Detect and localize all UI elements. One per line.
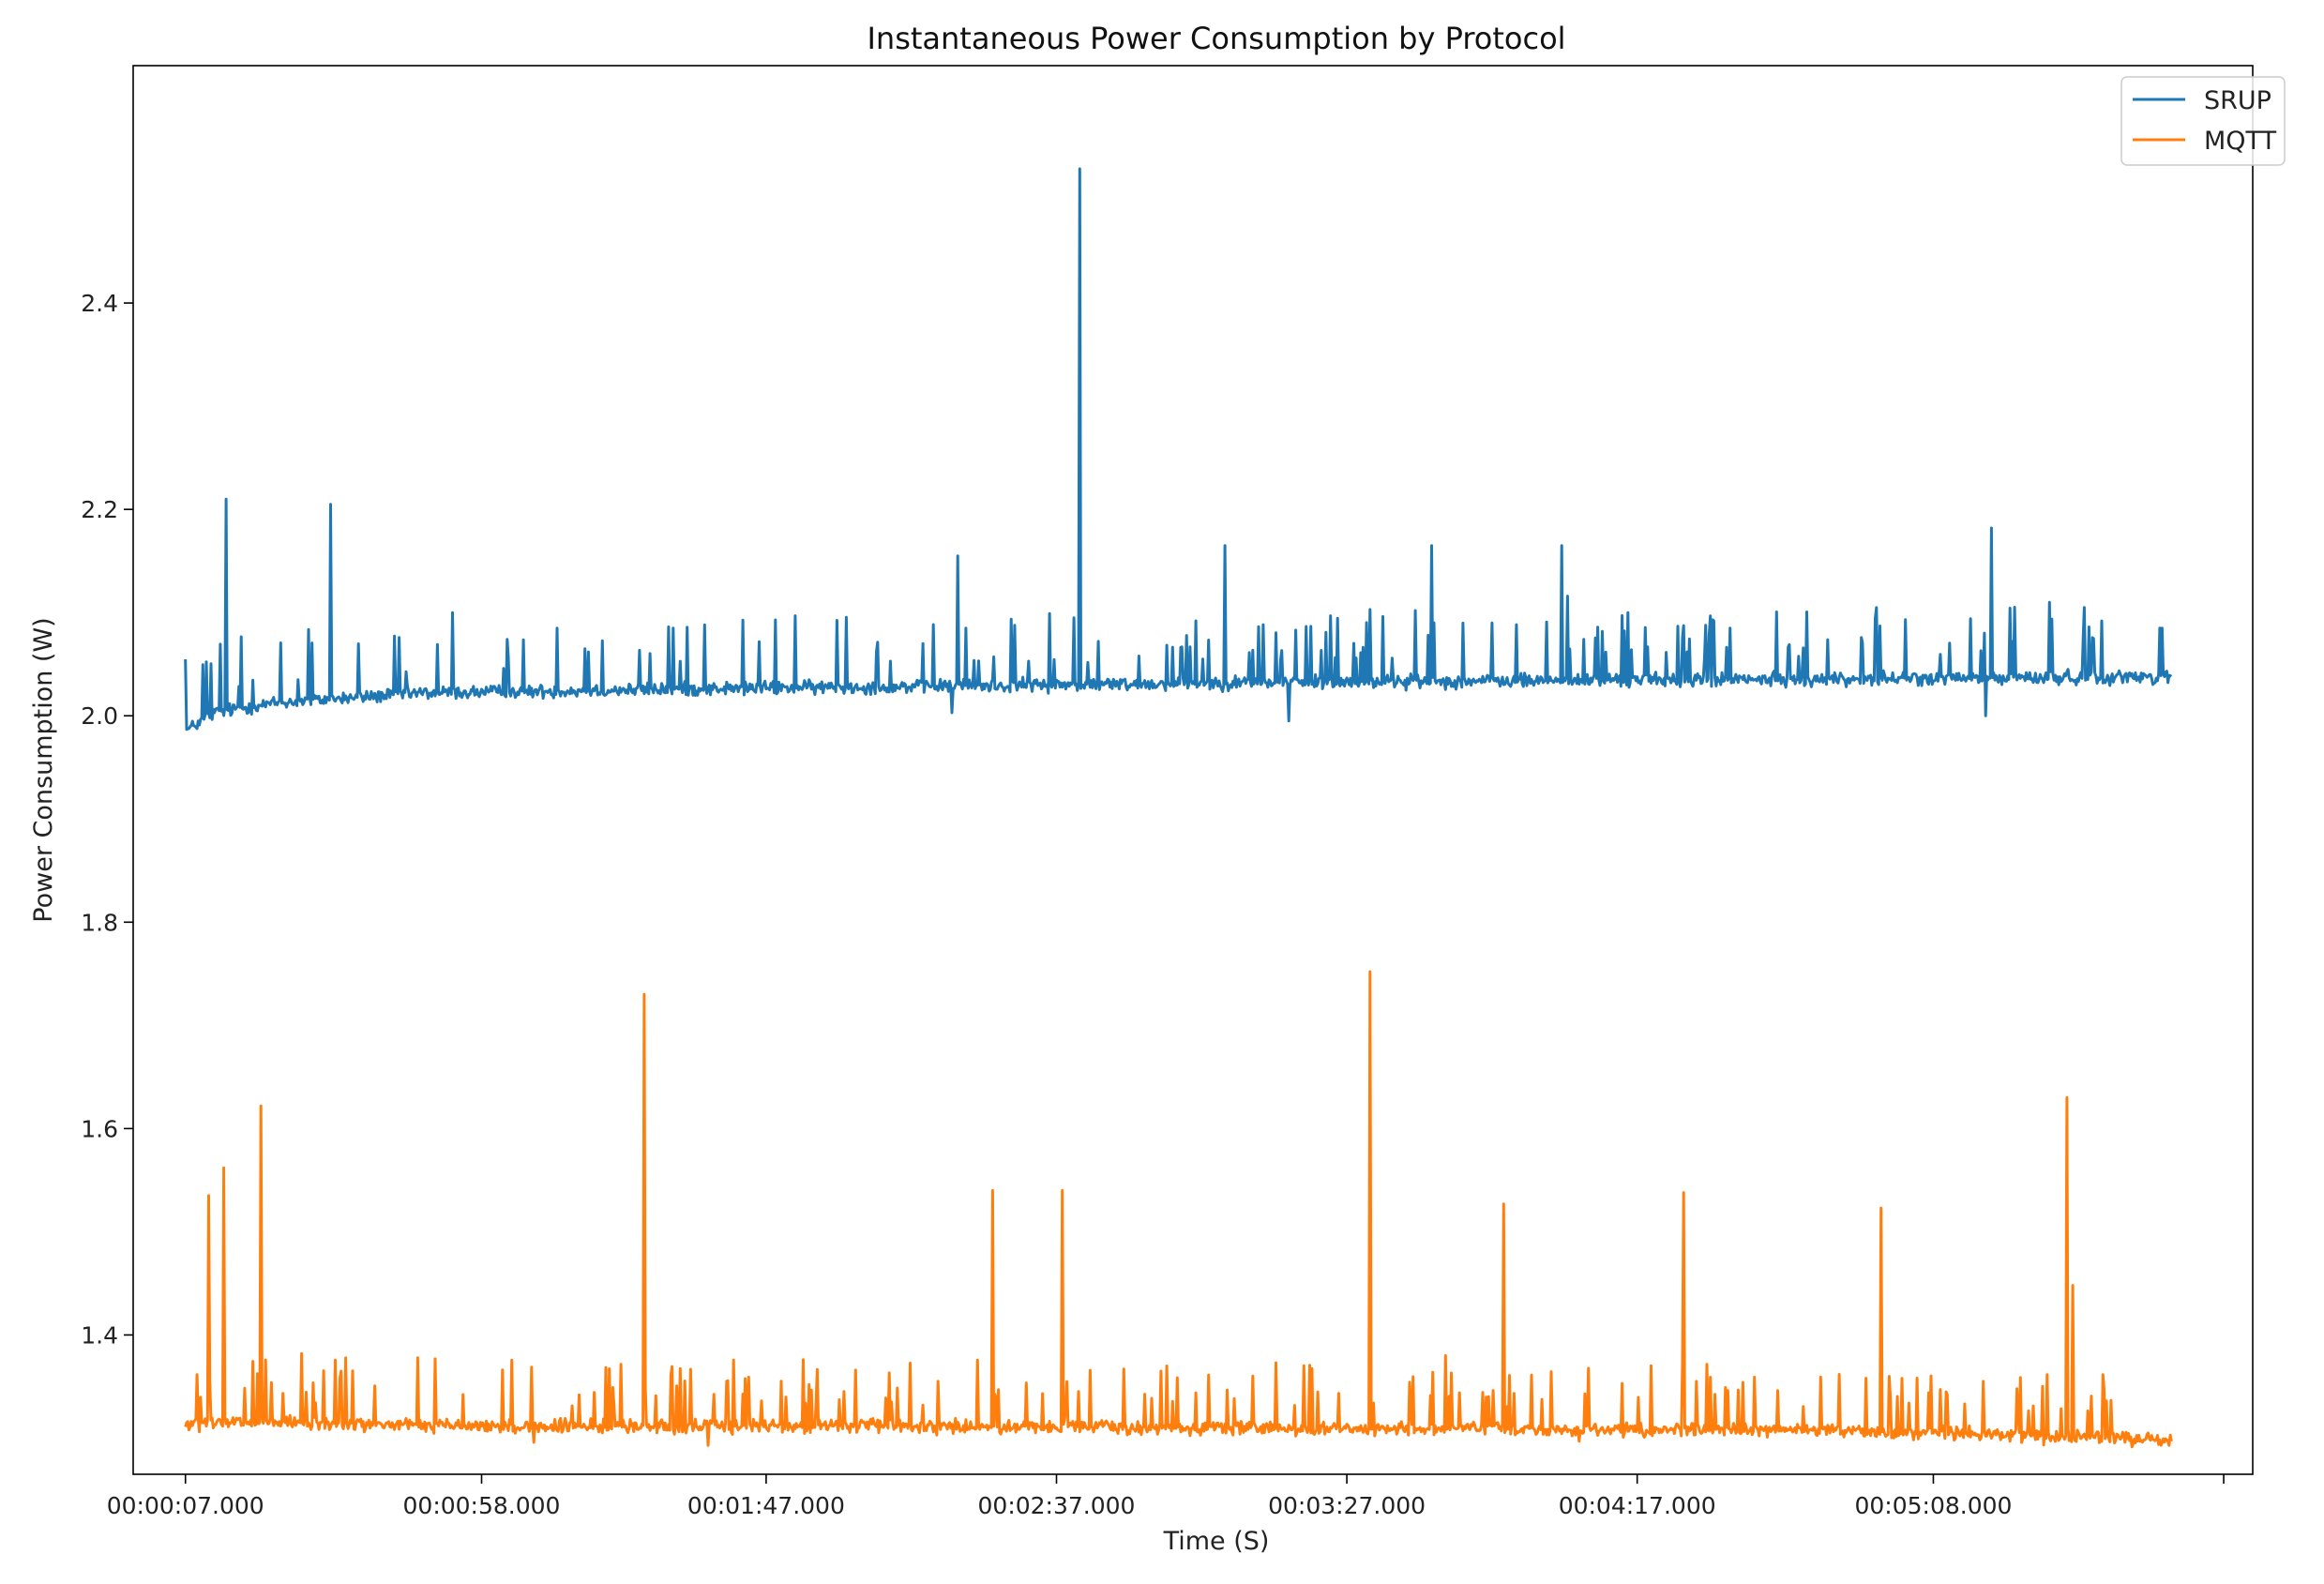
x-tick-label: 00:03:27.000 [1268,1492,1426,1519]
y-tick-label: 2.4 [81,290,118,317]
x-tick-label: 00:00:07.000 [107,1492,264,1519]
legend-label-mqtt: MQTT [2204,127,2277,156]
x-axis: 00:00:07.000 00:00:58.000 00:01:47.000 00:0… [107,1474,2225,1519]
y-axis: 1.4 1.6 1.8 2.0 2.2 2.4 [81,290,133,1349]
legend: SRUP MQTT [2120,76,2286,166]
series-layer [184,167,2173,1449]
x-tick-label: 00:00:58.000 [403,1492,561,1519]
x-tick-label: 00:01:47.000 [687,1492,845,1519]
y-tick-label: 1.4 [81,1321,118,1349]
y-tick-label: 2.2 [81,496,118,523]
series-line-mqtt [184,970,2173,1449]
x-tick-label: 00:04:17.000 [1559,1492,1716,1519]
legend-label-srup: SRUP [2204,86,2271,115]
series-line-srup [184,167,2173,732]
x-tick-label: 00:05:08.000 [1854,1492,2012,1519]
chart-title: Instantaneous Power Consumption by Proto… [867,21,1565,56]
y-axis-label: Power Consumption (W) [29,617,58,922]
plot-frame [132,65,2254,1475]
y-tick-label: 1.6 [81,1115,118,1142]
x-axis-label: Time (S) [1163,1527,1270,1556]
x-tick-label: 00:02:37.000 [978,1492,1136,1519]
y-tick-label: 1.8 [81,909,118,936]
y-tick-label: 2.0 [81,702,118,730]
